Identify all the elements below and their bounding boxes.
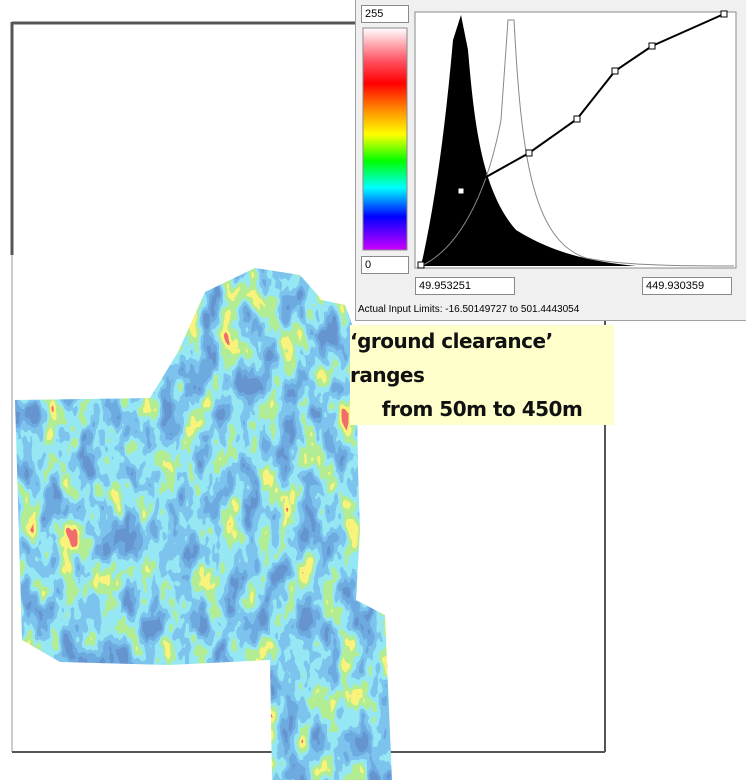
color-ramp (362, 27, 408, 251)
callout: ‘ground clearance’ ranges from 50m to 45… (350, 325, 614, 425)
low-field[interactable]: 49.953251 (415, 277, 515, 295)
stretch-dialog: 255 0 49.953251 449.930359 (355, 0, 746, 321)
limits-label: Actual Input Limits: -16.50149727 to 501… (358, 304, 580, 315)
callout-line: from 50m to 450m (381, 397, 583, 421)
high-field[interactable]: 449.930359 (642, 277, 732, 295)
min-field[interactable]: 0 (361, 256, 409, 274)
histogram-fill (421, 15, 636, 266)
max-field[interactable]: 255 (361, 5, 409, 23)
histogram-outline (420, 19, 735, 267)
dialog-graphics (362, 10, 737, 269)
callout-line: ‘ground clearance’ ranges (350, 329, 553, 387)
curve-handles (417, 10, 728, 269)
